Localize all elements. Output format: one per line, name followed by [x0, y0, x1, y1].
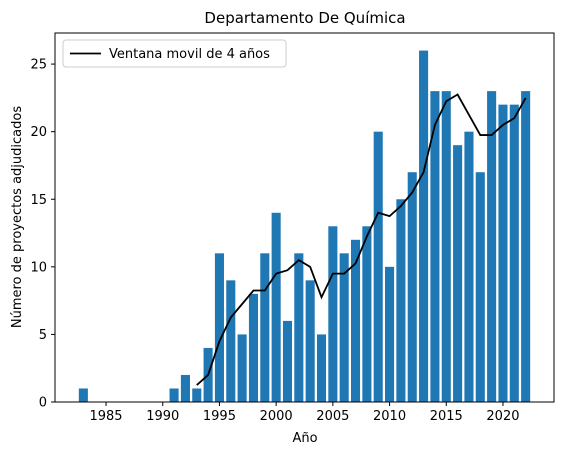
bar: [282, 320, 293, 402]
legend-box: [62, 39, 287, 68]
bar-series: [78, 50, 531, 402]
y-tick-label: 10: [30, 260, 47, 275]
bar: [441, 91, 451, 402]
bar: [464, 131, 474, 402]
bar: [475, 172, 485, 402]
bar: [419, 50, 429, 402]
bar: [385, 266, 395, 402]
bar: [192, 388, 202, 402]
x-tick-label: 2015: [430, 409, 463, 424]
bar: [78, 388, 88, 402]
x-axis-ticks: 1985 1990 1995 2000 2005 2010 2015 2020: [89, 402, 520, 424]
chart-title: Departamento De Química: [204, 9, 405, 27]
y-tick-label: 15: [30, 193, 47, 208]
bar: [430, 91, 440, 402]
y-tick-label: 25: [30, 58, 47, 73]
bar: [260, 253, 270, 402]
bar: [214, 253, 224, 402]
y-tick-label: 5: [39, 328, 47, 343]
bar: [487, 91, 497, 402]
bar: [339, 253, 349, 402]
bar: [248, 293, 259, 402]
bar: [180, 374, 190, 402]
x-tick-label: 2010: [373, 409, 406, 424]
y-axis-label: Número de proyectos adjudicados: [10, 106, 25, 328]
bar: [328, 226, 338, 402]
x-axis-label: Año: [292, 431, 317, 446]
moving-average-line: [196, 93, 527, 386]
bar: [271, 212, 281, 402]
bar: [521, 91, 531, 402]
x-tick-label: 1985: [89, 409, 122, 424]
plot-frame: [54, 32, 555, 403]
bar: [237, 334, 247, 402]
bar: [407, 172, 417, 402]
x-tick-label: 2020: [486, 409, 519, 424]
bar: [509, 104, 519, 402]
bar: [294, 253, 304, 402]
bar: [453, 145, 463, 402]
x-tick-label: 1990: [146, 409, 179, 424]
y-tick-label: 0: [39, 396, 47, 411]
bar: [350, 239, 361, 402]
x-tick-label: 2005: [316, 409, 349, 424]
y-tick-label: 20: [30, 125, 47, 140]
y-axis-ticks: 0 5 10 15 20 25: [30, 58, 55, 411]
legend: Ventana movil de 4 años: [62, 39, 287, 68]
x-tick-label: 1995: [203, 409, 236, 424]
legend-label: Ventana movil de 4 años: [109, 47, 270, 62]
bar: [305, 280, 315, 402]
bar: [169, 388, 179, 402]
bar: [396, 199, 406, 402]
bar: [373, 131, 383, 402]
bar: [498, 104, 508, 402]
x-tick-label: 2000: [260, 409, 293, 424]
bar: [226, 280, 236, 402]
bar: [316, 334, 327, 402]
line-series: [196, 93, 527, 386]
bar: [362, 226, 372, 402]
